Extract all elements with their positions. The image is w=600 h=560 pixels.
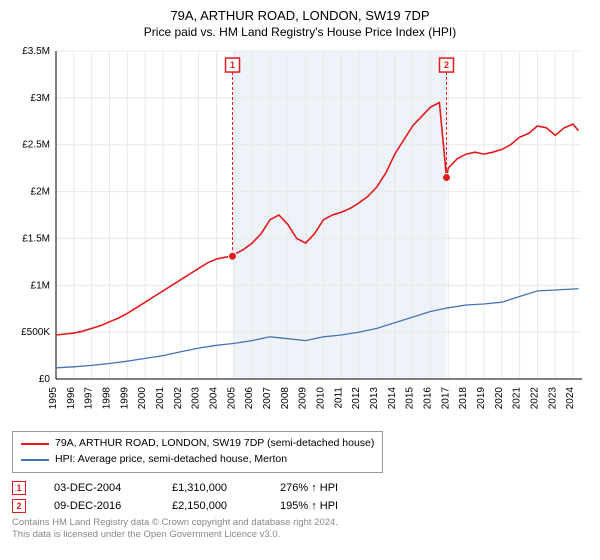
sale-date: 03-DEC-2004 xyxy=(54,482,144,494)
svg-text:2001: 2001 xyxy=(155,387,166,410)
svg-text:2003: 2003 xyxy=(191,387,202,410)
sale-row: 2 09-DEC-2016 £2,150,000 195% ↑ HPI xyxy=(12,499,588,513)
svg-text:2021: 2021 xyxy=(512,387,523,410)
svg-text:£2M: £2M xyxy=(31,187,50,198)
sale-hpi: 195% ↑ HPI xyxy=(280,500,338,512)
svg-text:1996: 1996 xyxy=(66,387,77,410)
svg-text:1998: 1998 xyxy=(101,387,112,410)
svg-text:2010: 2010 xyxy=(315,387,326,410)
svg-text:2009: 2009 xyxy=(298,387,309,410)
legend-swatch xyxy=(21,443,49,445)
svg-text:2002: 2002 xyxy=(173,387,184,410)
svg-text:£1M: £1M xyxy=(31,280,50,291)
svg-text:1999: 1999 xyxy=(119,387,130,410)
svg-text:1995: 1995 xyxy=(48,387,59,410)
svg-text:1997: 1997 xyxy=(84,387,95,410)
svg-text:2023: 2023 xyxy=(547,387,558,410)
svg-text:£500K: £500K xyxy=(21,327,50,338)
svg-text:2024: 2024 xyxy=(565,387,576,410)
svg-text:2020: 2020 xyxy=(494,387,505,410)
svg-text:2006: 2006 xyxy=(244,387,255,410)
svg-text:1: 1 xyxy=(230,60,235,70)
legend-label: HPI: Average price, semi-detached house,… xyxy=(55,452,287,468)
sale-price: £1,310,000 xyxy=(172,482,252,494)
legend-item: 79A, ARTHUR ROAD, LONDON, SW19 7DP (semi… xyxy=(21,436,374,452)
svg-text:£2.5M: £2.5M xyxy=(22,140,50,151)
svg-text:2011: 2011 xyxy=(333,387,344,409)
svg-text:2004: 2004 xyxy=(208,387,219,410)
sale-marker: 2 xyxy=(12,499,26,513)
legend-swatch xyxy=(21,459,49,461)
sales-table: 1 03-DEC-2004 £1,310,000 276% ↑ HPI 2 09-DEC-… xyxy=(12,481,588,513)
sale-price: £2,150,000 xyxy=(172,500,252,512)
svg-text:2018: 2018 xyxy=(458,387,469,410)
chart-subtitle: Price paid vs. HM Land Registry's House … xyxy=(12,25,588,39)
svg-text:£1.5M: £1.5M xyxy=(22,233,50,244)
svg-text:2014: 2014 xyxy=(387,387,398,410)
svg-text:£3.5M: £3.5M xyxy=(22,46,50,57)
chart-title: 79A, ARTHUR ROAD, LONDON, SW19 7DP xyxy=(12,8,588,23)
svg-text:£3M: £3M xyxy=(31,93,50,104)
svg-text:2013: 2013 xyxy=(369,387,380,410)
svg-text:2007: 2007 xyxy=(262,387,273,410)
footer-line-2: This data is licensed under the Open Gov… xyxy=(12,529,588,541)
chart-plot-area: £0 £500K £1M £1.5M £2M £2.5M £3M £3.5M 1995 1996 1… xyxy=(12,45,588,425)
sale-row: 1 03-DEC-2004 £1,310,000 276% ↑ HPI xyxy=(12,481,588,495)
footer-attribution: Contains HM Land Registry data © Crown c… xyxy=(12,517,588,542)
chart-container: 79A, ARTHUR ROAD, LONDON, SW19 7DP Price… xyxy=(0,0,600,560)
footer-line-1: Contains HM Land Registry data © Crown c… xyxy=(12,517,588,529)
svg-text:2015: 2015 xyxy=(405,387,416,410)
sale-hpi: 276% ↑ HPI xyxy=(280,482,338,494)
svg-text:2012: 2012 xyxy=(351,387,362,410)
svg-text:2019: 2019 xyxy=(476,387,487,410)
svg-text:2: 2 xyxy=(444,60,449,70)
svg-text:2022: 2022 xyxy=(529,387,540,410)
svg-text:2017: 2017 xyxy=(440,387,451,410)
legend-item: HPI: Average price, semi-detached house,… xyxy=(21,452,374,468)
svg-text:2000: 2000 xyxy=(137,387,148,410)
sale-marker: 1 xyxy=(12,481,26,495)
svg-text:£0: £0 xyxy=(39,374,51,385)
legend: 79A, ARTHUR ROAD, LONDON, SW19 7DP (semi… xyxy=(12,431,383,473)
sale-date: 09-DEC-2016 xyxy=(54,500,144,512)
svg-text:2008: 2008 xyxy=(280,387,291,410)
legend-label: 79A, ARTHUR ROAD, LONDON, SW19 7DP (semi… xyxy=(55,436,374,452)
chart-svg: £0 £500K £1M £1.5M £2M £2.5M £3M £3.5M 1995 1996 1… xyxy=(12,45,588,425)
svg-text:2016: 2016 xyxy=(422,387,433,410)
svg-text:2005: 2005 xyxy=(226,387,237,410)
